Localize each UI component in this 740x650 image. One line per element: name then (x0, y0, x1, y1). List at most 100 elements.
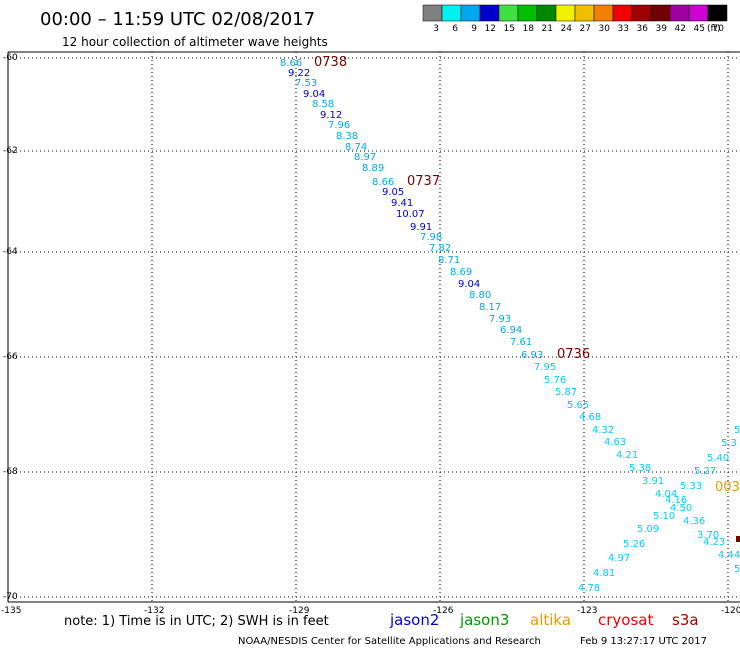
time-stamp: 0736 (557, 347, 590, 362)
scale-label: 15 (504, 24, 515, 34)
sat-altika: altika (530, 611, 571, 629)
scale-label: 45 (694, 24, 705, 34)
scale-label: 12 (485, 24, 496, 34)
lon-label: -135 (1, 606, 21, 616)
swh-value: 8.74 (345, 142, 367, 153)
swh-value: 9.04 (458, 279, 480, 290)
swh-value: 4.44 (718, 550, 740, 561)
swh-value: 7.61 (510, 337, 532, 348)
sat-cryosat: cryosat (598, 611, 653, 629)
sat-jason2: jason2 (389, 611, 439, 629)
scale-label: 70 (713, 24, 725, 34)
scale-swatch (631, 4, 652, 22)
scale-label: 6 (452, 24, 458, 34)
lat-label: -66 (3, 352, 18, 362)
swh-value: 4.50 (670, 503, 692, 514)
swh-value: 8.38 (336, 131, 358, 142)
swh-value: 4.63 (604, 437, 626, 448)
footer-credit: NOAA/NESDIS Center for Satellite Applica… (238, 636, 541, 647)
chart-title: 00:00 – 11:59 UTC 02/08/2017 (40, 9, 315, 30)
footer-timestamp: Feb 9 13:27:17 UTC 2017 (580, 636, 707, 647)
lon-label: -123 (577, 606, 597, 616)
scale-swatch (650, 4, 671, 22)
swh-value: 8.71 (438, 255, 460, 266)
scale-label: 24 (561, 24, 573, 34)
scale-label: 39 (656, 24, 668, 34)
swh-value: 4.32 (592, 425, 614, 436)
swh-value: 6.93 (521, 350, 543, 361)
swh-value: 4.81 (593, 568, 615, 579)
swh-value: 7.53 (295, 78, 317, 89)
swh-value: 4.36 (683, 516, 705, 527)
swh-value: 8.66 (372, 177, 394, 188)
sat-jason3: jason3 (459, 611, 509, 629)
swh-value: 3.70 (697, 530, 719, 541)
scale-label: 9 (471, 24, 477, 34)
track-pass-1-times: 0738 0737 0736 (314, 55, 590, 362)
scale-swatch (498, 4, 519, 22)
swh-value: 5.26 (623, 539, 645, 550)
swh-value: 4.16 (665, 495, 687, 506)
swh-value: 4.78 (578, 583, 600, 594)
scale-label: 18 (523, 24, 535, 34)
swh-value: 4.68 (579, 412, 601, 423)
swh-value: 5 (734, 425, 740, 436)
swh-value: 9.05 (382, 187, 404, 198)
swh-value: 7.82 (429, 243, 451, 254)
swh-value: 9.22 (288, 68, 310, 79)
cryosat-track-marker (736, 536, 740, 542)
scale-swatch (422, 4, 443, 22)
swh-value: 5.3 (721, 438, 737, 449)
swh-value: 9.91 (410, 222, 432, 233)
swh-value: 9.12 (320, 110, 342, 121)
scale-unit-label: (ft) (707, 24, 721, 34)
swh-value: 4.97 (608, 553, 630, 564)
swh-value: 8.80 (469, 290, 491, 301)
track-pass-2: 5 5.3 5.40 5.27 5.33 5.10 5.09 5.26 4.97… (578, 425, 740, 594)
scale-swatch (707, 4, 728, 22)
swh-value: 9.41 (391, 198, 413, 209)
swh-value: 5.87 (555, 387, 577, 398)
swh-value: 3.91 (642, 476, 664, 487)
scale-swatch (536, 4, 557, 22)
lat-label: -70 (3, 592, 18, 602)
swh-value: 7.95 (534, 362, 556, 373)
swh-value: 7.93 (489, 314, 511, 325)
scale-swatch (593, 4, 614, 22)
lon-label: -126 (433, 606, 454, 616)
swh-value: 5.38 (629, 463, 651, 474)
time-stamp: 0738 (314, 55, 347, 70)
lat-label: -64 (3, 247, 18, 257)
scale-label: 27 (580, 24, 591, 34)
satellite-legend: jason2 jason3 altika cryosat s3a (389, 611, 699, 629)
swh-value: 7.98 (420, 232, 442, 243)
swh-value: 10.07 (396, 209, 425, 220)
scale-swatch (479, 4, 500, 22)
note-text: note: 1) Time is in UTC; 2) SWH is in fe… (64, 614, 329, 629)
swh-value: 5 (734, 564, 740, 575)
latitude-labels: -60 -62 -64 -66 -68 -70 (3, 53, 18, 602)
swh-value: 5.10 (653, 511, 675, 522)
lat-lon-grid (8, 52, 740, 602)
swh-value: 5.76 (544, 375, 566, 386)
swh-value: 5.65 (567, 400, 589, 411)
lat-label: -60 (3, 53, 18, 63)
swh-value: 4.21 (616, 450, 638, 461)
scale-swatch (574, 4, 595, 22)
swh-value: 5.33 (680, 481, 702, 492)
time-stamp: 0737 (407, 174, 440, 189)
scale-swatch (517, 4, 538, 22)
chart-subtitle: 12 hour collection of altimeter wave hei… (62, 35, 328, 49)
swh-value: 8.69 (450, 267, 472, 278)
scale-label: 42 (675, 24, 686, 34)
sat-s3a: s3a (672, 611, 699, 629)
color-scale: 3 6 9 12 15 18 21 24 27 30 33 36 39 42 45 70 (422, 4, 728, 34)
lon-label: -132 (144, 606, 164, 616)
swh-value: 4.04 (655, 489, 677, 500)
swh-value: 6.94 (500, 325, 522, 336)
swh-value: 8.58 (312, 99, 334, 110)
lat-label: -68 (3, 467, 18, 477)
swh-value: 5.27 (694, 466, 716, 477)
swh-value: 8.17 (479, 302, 501, 313)
swh-value: 5.09 (637, 524, 659, 535)
